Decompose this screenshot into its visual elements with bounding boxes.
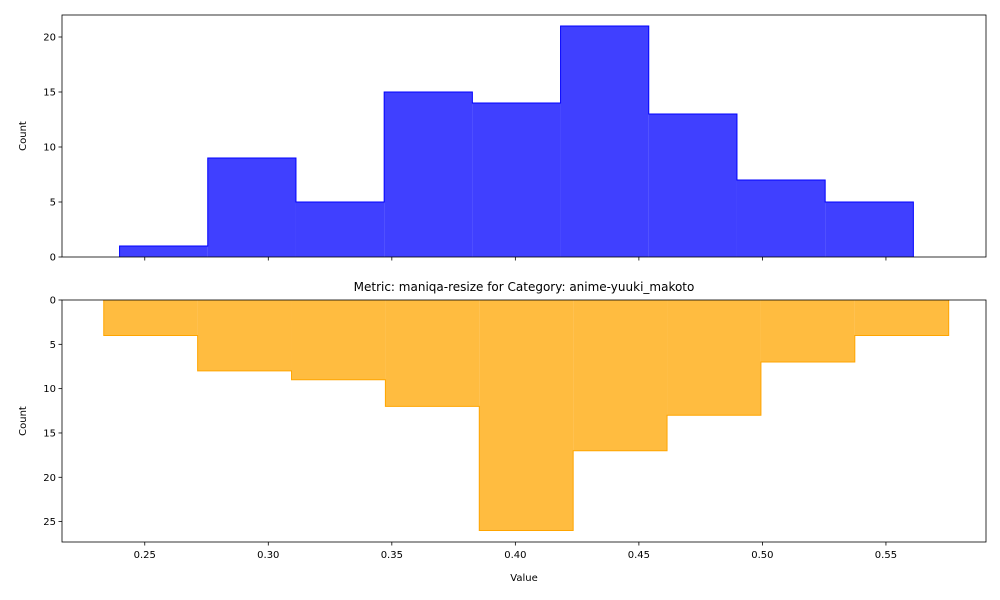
top-histogram-bar xyxy=(560,26,649,257)
bottom-x-axis-label: Value xyxy=(510,573,537,584)
bottom-histogram-outline xyxy=(103,300,950,531)
bottom-histogram-bar xyxy=(197,300,292,371)
bottom-x-tick-label: 0.25 xyxy=(134,550,156,561)
top-histogram-bar xyxy=(295,202,385,257)
bottom-x-tick-label: 0.55 xyxy=(875,550,897,561)
bottom-x-tick-label: 0.40 xyxy=(504,550,526,561)
top-y-tick-label: 5 xyxy=(50,198,56,209)
bottom-y-tick-label: 15 xyxy=(43,428,56,439)
top-axes-frame xyxy=(61,14,987,258)
top-histogram-bar xyxy=(648,114,737,257)
top-y-tick-label: 0 xyxy=(50,253,56,264)
bottom-histogram-panel: 0 5 10 15 20 25 0.25 0.30 0.35 0.40 0.45 0.50 0.55 Co… xyxy=(18,280,987,584)
bottom-x-tick-label: 0.45 xyxy=(628,550,650,561)
top-histogram-outline xyxy=(119,25,914,257)
top-histogram-panel: 0 5 10 15 20 Count xyxy=(18,14,987,264)
top-histogram-bar xyxy=(207,158,296,257)
top-y-tick-label: 15 xyxy=(43,88,56,99)
top-histogram-bar xyxy=(825,202,914,257)
bottom-histogram-bar xyxy=(291,300,386,380)
bottom-y-tick-label: 10 xyxy=(43,384,56,395)
top-y-axis-label: Count xyxy=(18,121,29,151)
bottom-x-tick-label: 0.30 xyxy=(257,550,279,561)
top-histogram-bar xyxy=(736,180,826,257)
top-y-tick-label: 20 xyxy=(43,33,56,44)
bottom-y-tick-label: 5 xyxy=(50,340,56,351)
bottom-histogram-bar xyxy=(854,300,949,336)
bottom-histogram-bar xyxy=(667,300,761,416)
bottom-histogram-bar xyxy=(760,300,855,363)
top-y-tick-label: 10 xyxy=(43,143,56,154)
bottom-y-tick-label: 20 xyxy=(43,473,56,484)
bottom-histogram-bar xyxy=(479,300,574,531)
bottom-y-tick-label: 25 xyxy=(43,517,56,528)
bottom-histogram-bar xyxy=(103,300,198,336)
bottom-x-tick-label: 0.35 xyxy=(381,550,403,561)
bottom-chart-title: Metric: maniqa-resize for Category: anim… xyxy=(354,280,695,294)
bottom-y-tick-label: 0 xyxy=(50,296,56,307)
bottom-histogram-bar xyxy=(573,300,668,451)
top-histogram-bar xyxy=(472,103,561,257)
top-histogram-bar xyxy=(119,246,208,257)
bottom-y-axis-label: Count xyxy=(18,406,29,436)
bottom-axes-frame xyxy=(61,299,987,543)
bottom-x-tick-label: 0.50 xyxy=(751,550,773,561)
top-histogram-bar xyxy=(384,92,473,257)
bottom-histogram-bar xyxy=(385,300,480,407)
